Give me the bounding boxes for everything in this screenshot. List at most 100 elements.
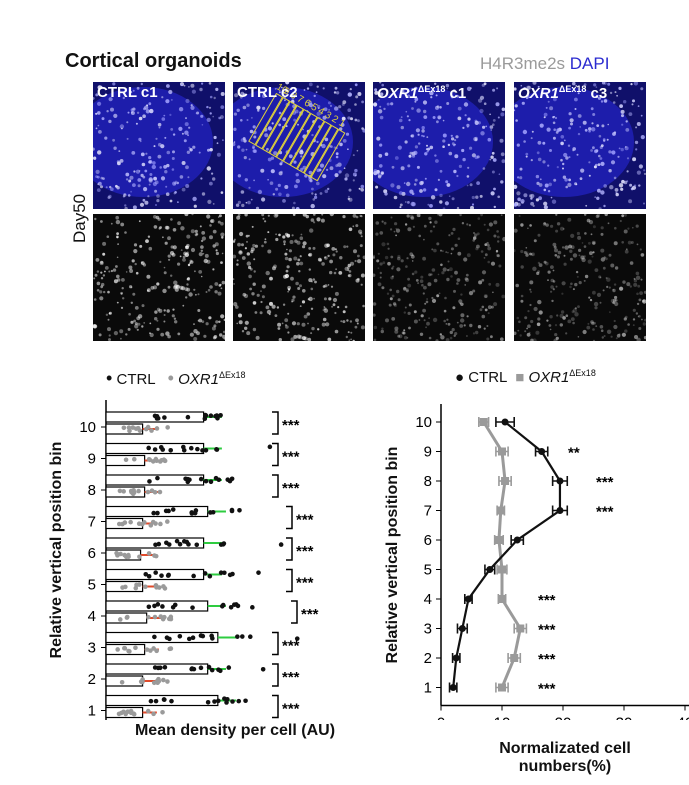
cell-nucleus [570,317,575,321]
cell-nucleus [468,291,474,296]
cell-nucleus [434,82,437,85]
ctrl-point [155,602,161,607]
cell-nucleus [395,227,398,230]
significance-label: ** [568,445,580,462]
cell-nucleus [612,289,614,291]
cell-nucleus [483,82,487,86]
cell-nucleus [639,248,642,251]
cell-nucleus [308,296,313,302]
category-label: 3 [88,640,96,657]
cell-nucleus [533,306,538,312]
cell-nucleus [398,118,403,123]
cell-nucleus [183,139,187,143]
cell-nucleus [516,143,520,147]
cell-nucleus [565,332,568,335]
cell-nucleus [550,196,553,199]
cell-nucleus [411,272,415,276]
cell-nucleus [156,307,161,312]
cell-nucleus [414,270,418,274]
cell-nucleus [124,206,128,209]
cell-nucleus [101,117,105,121]
cell-nucleus [642,299,646,304]
cell-nucleus [354,118,358,122]
cell-nucleus [487,260,490,264]
cell-nucleus [435,339,439,341]
ctrl-point [148,698,154,704]
oxr1-point [149,428,154,433]
cell-nucleus [197,319,200,322]
cell-nucleus [381,83,384,87]
category-label: 8 [88,482,96,499]
cell-nucleus [147,195,150,198]
cell-nucleus [212,115,214,118]
cell-nucleus [273,151,278,156]
cell-nucleus [631,103,634,106]
cell-nucleus [252,146,255,150]
cell-nucleus [100,277,104,280]
cell-nucleus [184,122,189,127]
cell-nucleus [216,142,219,145]
cell-nucleus [313,94,316,98]
cell-nucleus [623,100,627,104]
cell-nucleus [591,255,594,258]
category-label: 9 [88,451,96,468]
cell-nucleus [308,177,312,181]
cell-nucleus [102,252,106,256]
cell-nucleus [526,327,528,330]
ctrl-point [200,448,205,453]
cell-nucleus [308,247,312,250]
y-tick-label: 10 [415,414,432,431]
cell-nucleus [122,297,125,300]
cell-nucleus [93,156,97,160]
cell-nucleus [391,294,395,298]
significance-bracket [286,537,293,561]
cell-nucleus [246,331,251,336]
cell-nucleus [302,241,307,246]
cell-nucleus [412,225,415,228]
cell-nucleus [300,155,303,158]
cell-nucleus [159,226,162,229]
cell-nucleus [197,309,201,312]
cell-nucleus [589,298,593,302]
bar-chart: 03000600090001200010***9***8***7***6***5… [79,400,319,720]
cell-nucleus [256,105,261,110]
cell-nucleus [214,282,219,286]
cell-nucleus [209,148,213,152]
cell-nucleus [549,106,554,111]
cell-nucleus [153,176,157,181]
ctrl-point [213,475,219,481]
oxr1-point [121,425,127,431]
cell-nucleus [548,324,552,327]
cell-nucleus [188,292,193,297]
cell-nucleus [443,309,447,313]
cell-nucleus [338,105,342,109]
cell-nucleus [198,270,203,274]
cell-nucleus [154,189,158,193]
cell-nucleus [96,270,100,273]
cell-nucleus [149,173,153,176]
cell-nucleus [316,217,321,222]
cell-nucleus [245,201,248,204]
cell-nucleus [379,143,383,147]
cell-nucleus [542,160,546,164]
cell-nucleus [212,268,215,271]
cell-nucleus [163,309,166,312]
cell-nucleus [501,107,505,112]
cell-nucleus [98,130,102,134]
cell-nucleus [189,332,194,337]
cell-nucleus [359,244,363,248]
cell-nucleus [553,178,557,182]
cell-nucleus [201,236,206,241]
cell-nucleus [104,270,106,273]
cell-nucleus [581,257,586,263]
cell-nucleus [553,245,557,249]
cell-nucleus [598,154,601,158]
cell-nucleus [411,253,415,257]
cell-nucleus [388,303,392,307]
cell-nucleus [160,144,165,149]
cell-nucleus [598,207,602,209]
cell-nucleus [612,288,616,293]
cell-nucleus [194,233,198,237]
cell-nucleus [347,116,351,120]
cell-nucleus [438,292,441,295]
